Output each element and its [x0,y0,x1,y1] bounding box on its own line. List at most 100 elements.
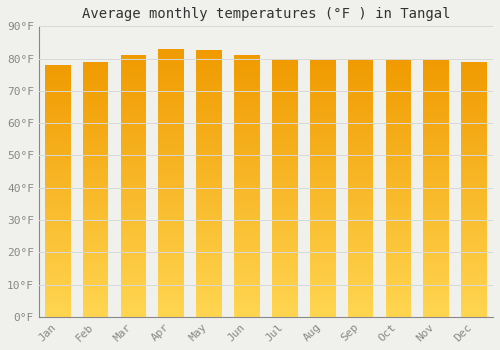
Bar [158,303,184,305]
Bar [120,140,146,142]
Bar [82,100,108,101]
Bar [120,121,146,122]
Bar [120,245,146,246]
Bar [310,239,336,240]
Bar [462,271,487,272]
Bar [45,234,70,235]
Bar [82,168,108,169]
Bar [272,288,297,290]
Bar [196,145,222,146]
Bar [234,149,260,151]
Bar [120,74,146,75]
Bar [272,64,297,65]
Bar [462,83,487,85]
Bar [424,271,449,272]
Bar [234,132,260,134]
Bar [462,310,487,312]
Bar [234,292,260,293]
Bar [272,69,297,70]
Bar [462,202,487,203]
Bar [348,211,374,212]
Bar [82,202,108,203]
Bar [348,240,374,242]
Bar [462,203,487,205]
Bar [386,123,411,124]
Bar [196,125,222,126]
Bar [158,70,184,72]
Bar [120,57,146,58]
Bar [158,238,184,239]
Bar [82,271,108,272]
Bar [424,180,449,181]
Bar [120,272,146,274]
Bar [82,101,108,103]
Bar [462,80,487,81]
Bar [462,253,487,254]
Bar [272,228,297,229]
Bar [348,84,374,86]
Bar [424,195,449,196]
Bar [310,163,336,164]
Bar [82,235,108,237]
Bar [196,229,222,230]
Bar [82,307,108,308]
Bar [82,99,108,100]
Bar [386,184,411,185]
Bar [234,176,260,177]
Bar [82,193,108,194]
Bar [272,310,297,312]
Bar [45,91,70,93]
Bar [310,278,336,280]
Bar [424,128,449,130]
Bar [234,242,260,244]
Bar [234,109,260,110]
Bar [82,63,108,64]
Bar [386,226,411,228]
Bar [424,296,449,297]
Bar [462,145,487,146]
Bar [45,154,70,156]
Bar [310,285,336,286]
Bar [45,124,70,125]
Bar [310,173,336,174]
Bar [82,137,108,138]
Bar [234,245,260,246]
Bar [310,162,336,163]
Bar [196,217,222,218]
Bar [45,289,70,290]
Bar [120,232,146,233]
Bar [45,312,70,313]
Bar [196,156,222,157]
Bar [45,184,70,186]
Bar [196,109,222,110]
Bar [310,217,336,218]
Bar [82,159,108,160]
Bar [234,180,260,181]
Bar [158,295,184,297]
Bar [158,153,184,155]
Bar [45,125,70,127]
Bar [196,66,222,68]
Bar [158,291,184,293]
Bar [45,205,70,206]
Bar [196,172,222,173]
Bar [310,304,336,305]
Bar [234,168,260,169]
Bar [158,220,184,222]
Bar [462,238,487,239]
Bar [310,196,336,197]
Bar [234,210,260,211]
Bar [348,190,374,191]
Bar [310,294,336,295]
Bar [272,220,297,221]
Bar [120,143,146,144]
Bar [310,133,336,135]
Bar [158,234,184,235]
Bar [348,252,374,253]
Bar [310,147,336,149]
Bar [424,264,449,266]
Bar [82,270,108,271]
Bar [310,309,336,310]
Bar [310,296,336,297]
Bar [310,83,336,85]
